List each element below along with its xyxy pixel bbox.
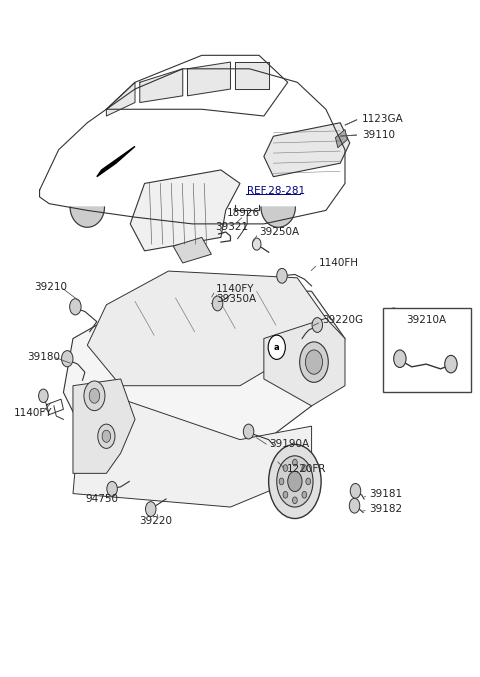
Text: 39210A: 39210A [406, 315, 446, 325]
Polygon shape [73, 379, 135, 473]
Circle shape [70, 299, 81, 315]
Polygon shape [130, 170, 240, 251]
Polygon shape [107, 83, 135, 116]
Circle shape [212, 296, 223, 311]
Circle shape [306, 478, 311, 485]
Text: 1140FH: 1140FH [319, 258, 359, 268]
Circle shape [84, 381, 105, 411]
Polygon shape [188, 62, 230, 95]
Text: 39220G: 39220G [322, 315, 363, 325]
Text: 1140FY: 1140FY [13, 408, 52, 418]
Polygon shape [235, 62, 269, 89]
Text: 39321: 39321 [215, 221, 248, 232]
Polygon shape [264, 123, 350, 177]
Text: 39182: 39182 [369, 504, 402, 514]
Circle shape [349, 498, 360, 513]
Circle shape [394, 350, 406, 368]
Text: 39350A: 39350A [216, 294, 256, 305]
Circle shape [277, 268, 287, 283]
Polygon shape [261, 207, 295, 227]
Text: 39210: 39210 [34, 282, 67, 292]
Text: a: a [274, 343, 279, 352]
Polygon shape [336, 129, 348, 148]
Circle shape [98, 424, 115, 448]
Circle shape [300, 342, 328, 383]
Circle shape [350, 483, 361, 498]
Circle shape [283, 492, 288, 498]
Text: 39180: 39180 [28, 352, 60, 362]
Text: 39190A: 39190A [270, 439, 310, 450]
Circle shape [252, 238, 261, 250]
Text: 39220: 39220 [139, 516, 172, 525]
Circle shape [38, 389, 48, 403]
Polygon shape [97, 146, 135, 177]
Circle shape [283, 464, 288, 471]
Text: 39250A: 39250A [259, 227, 299, 237]
Circle shape [145, 502, 156, 517]
Circle shape [302, 492, 307, 498]
Circle shape [61, 351, 73, 367]
Text: REF.28-281: REF.28-281 [247, 186, 305, 196]
Text: 1140FY: 1140FY [216, 284, 254, 294]
Text: a: a [391, 315, 396, 322]
Circle shape [312, 318, 323, 332]
Circle shape [243, 424, 254, 439]
Polygon shape [140, 69, 183, 102]
Circle shape [288, 471, 302, 492]
Circle shape [305, 350, 323, 374]
Text: 18926: 18926 [227, 208, 260, 218]
Text: 1220FR: 1220FR [287, 464, 326, 474]
Circle shape [269, 444, 321, 519]
Circle shape [268, 335, 285, 359]
Polygon shape [173, 238, 211, 263]
FancyBboxPatch shape [383, 308, 471, 393]
Text: 94750: 94750 [85, 494, 118, 504]
Circle shape [279, 478, 284, 485]
Circle shape [445, 355, 457, 373]
Polygon shape [70, 207, 105, 227]
Polygon shape [87, 271, 326, 386]
Circle shape [277, 456, 313, 507]
Text: 39110: 39110 [362, 130, 395, 140]
Circle shape [102, 430, 111, 442]
Circle shape [292, 497, 297, 504]
Circle shape [386, 308, 401, 328]
Circle shape [89, 389, 100, 403]
Circle shape [292, 459, 297, 466]
Polygon shape [63, 284, 345, 460]
Circle shape [302, 464, 307, 471]
Circle shape [107, 481, 117, 496]
Text: 1123GA: 1123GA [362, 114, 404, 124]
Text: 39181: 39181 [369, 489, 402, 498]
Polygon shape [73, 386, 312, 507]
Polygon shape [264, 318, 345, 406]
